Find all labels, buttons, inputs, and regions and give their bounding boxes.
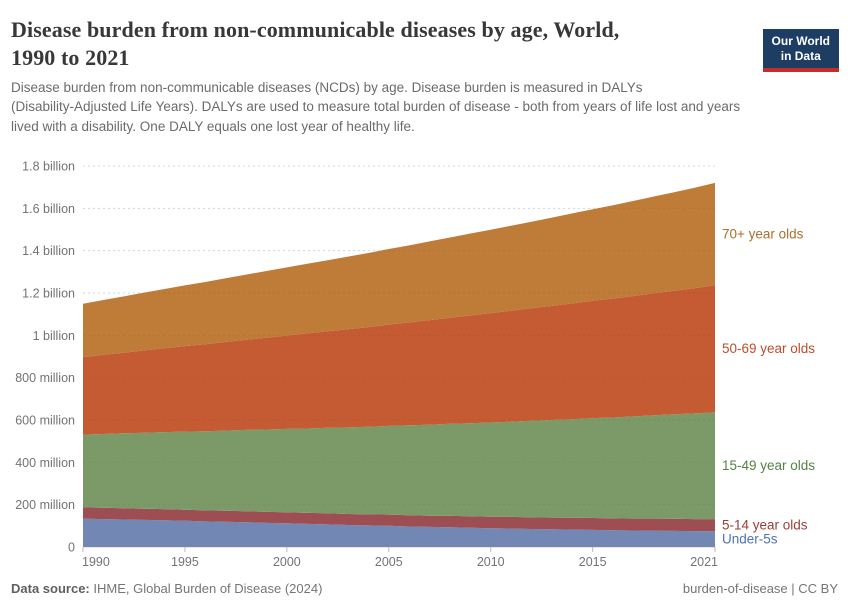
x-axis-tick-label: 2021 [690,555,718,569]
chart-subtitle: Disease burden from non-communicable dis… [11,78,839,135]
data-source: Data source: IHME, Global Burden of Dise… [11,581,322,596]
x-axis-tick-label: 2010 [477,555,505,569]
legend-label-under-5s[interactable]: Under-5s [722,532,778,547]
area-15-49-year-olds[interactable] [83,412,715,520]
license-link[interactable]: burden-of-disease | CC BY [682,581,838,596]
y-axis-tick-label: 1 billion [33,329,75,343]
owid-logo-line-1: Our World [771,34,830,48]
x-axis-tick-label: 2015 [579,555,607,569]
data-source-text: IHME, Global Burden of Disease (2024) [93,581,323,596]
page-title: Disease burden from non-communicable dis… [11,16,755,72]
y-axis-tick-label: 1.6 billion [22,202,75,216]
y-axis-tick-label: 1.8 billion [22,160,75,174]
chart-svg: 0 200 million 400 million 600 million 800 mi… [15,160,815,570]
area-50-69-year-olds[interactable] [83,285,715,435]
y-axis-tick-label: 600 million [15,414,75,428]
y-axis-tick-label: 0 [68,541,75,555]
x-axis-tick-label: 2000 [273,555,301,569]
y-axis-tick-label: 400 million [15,456,75,470]
subtitle-line-3: lived with a disability. One DALY equals… [11,118,415,134]
legend-label-5-14-year-olds[interactable]: 5-14 year olds [722,518,808,533]
legend-label-50-69-year-olds[interactable]: 50-69 year olds [722,341,815,356]
y-axis-tick-label: 1.4 billion [22,244,75,258]
y-axis-tick-label: 200 million [15,498,75,512]
x-axis-tick-label: 1995 [171,555,199,569]
title-line-2: 1990 to 2021 [11,45,130,71]
area-under-5s[interactable] [83,518,715,547]
x-axis-tick-label: 1990 [82,555,110,569]
subtitle-line-1: Disease burden from non-communicable dis… [11,80,643,96]
legend-label-15-49-year-olds[interactable]: 15-49 year olds [722,458,815,473]
x-axis-tick-label: 2005 [375,555,403,569]
title-line-1: Disease burden from non-communicable dis… [11,17,620,42]
area-70-plus-year-olds[interactable] [83,182,715,358]
subtitle-line-2: (Disability-Adjusted Life Years). DALYs … [11,99,741,115]
chart-header: Disease burden from non-communicable dis… [0,16,850,156]
data-source-label: Data source: [11,581,90,596]
owid-logo[interactable]: Our World in Data [762,29,839,72]
legend-label-70-plus-year-olds[interactable]: 70+ year olds [722,227,804,242]
area-5-14-year-olds[interactable] [83,507,715,532]
y-axis-tick-label: 800 million [15,371,75,385]
owid-logo-line-2: in Data [780,49,821,63]
chart-footer: Data source: IHME, Global Burden of Dise… [0,571,850,616]
y-axis-tick-label: 1.2 billion [22,287,75,301]
